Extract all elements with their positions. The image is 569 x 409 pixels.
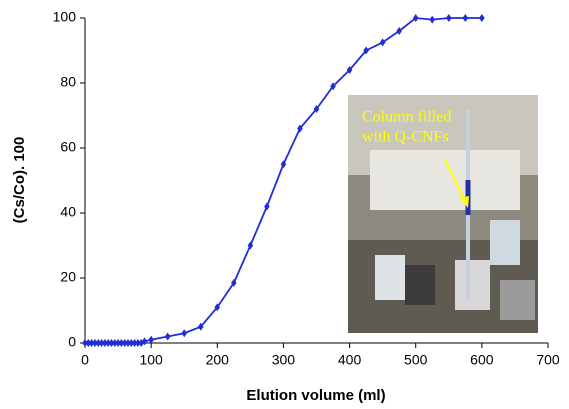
data-point [247,241,254,250]
data-point [131,339,138,347]
x-tick-label: 300 [272,352,296,368]
x-tick-label: 700 [536,352,560,368]
data-point [102,339,108,347]
annotation: with Q-CNFs [362,129,449,146]
data-point [479,14,485,22]
data-point [92,339,98,347]
data-point [164,332,171,341]
y-tick-label: 80 [60,74,76,90]
data-point [313,105,320,113]
data-point [429,15,436,24]
y-tick-label: 40 [60,204,76,220]
y-tick-label: 20 [60,269,76,285]
x-tick-label: 100 [139,352,163,368]
data-point [181,329,188,338]
data-point [264,202,270,211]
data-point [95,339,102,347]
data-point [135,339,141,347]
data-point [88,339,95,347]
data-point [148,335,154,344]
data-point [346,66,353,74]
data-point [111,339,118,347]
data-point [105,339,111,347]
data-point [396,27,402,35]
x-axis-title: Elution volume (ml) [246,387,385,404]
data-point [82,339,88,347]
y-tick-label: 0 [68,334,76,350]
data-point [128,339,135,347]
data-point [231,278,237,287]
data-point [214,303,221,312]
data-point [363,46,369,55]
x-tick-label: 200 [206,352,230,368]
data-point [118,339,125,347]
data-point [297,124,303,133]
data-point [85,339,92,347]
y-axis-title: (Cs/Co). 100 [11,137,28,224]
x-tick-label: 500 [404,352,428,368]
data-point [379,38,386,47]
data-point [125,339,131,347]
data-point [108,339,115,347]
y-tick-label: 100 [53,9,77,25]
x-tick-label: 400 [338,352,362,368]
y-tick-label: 60 [60,139,76,155]
data-point [141,337,148,346]
x-tick-label: 600 [470,352,494,368]
data-point [197,322,204,331]
data-point [280,160,287,169]
x-tick-label: 0 [81,352,89,368]
data-point [121,339,128,347]
inset-photo: Column filled with Q-CNFs [348,95,538,333]
data-point [115,339,121,347]
data-point [412,14,419,22]
data-point [445,14,452,22]
data-point [462,14,469,22]
data-point [98,339,105,347]
annotation: Column filled [362,109,451,126]
data-point [330,82,336,91]
